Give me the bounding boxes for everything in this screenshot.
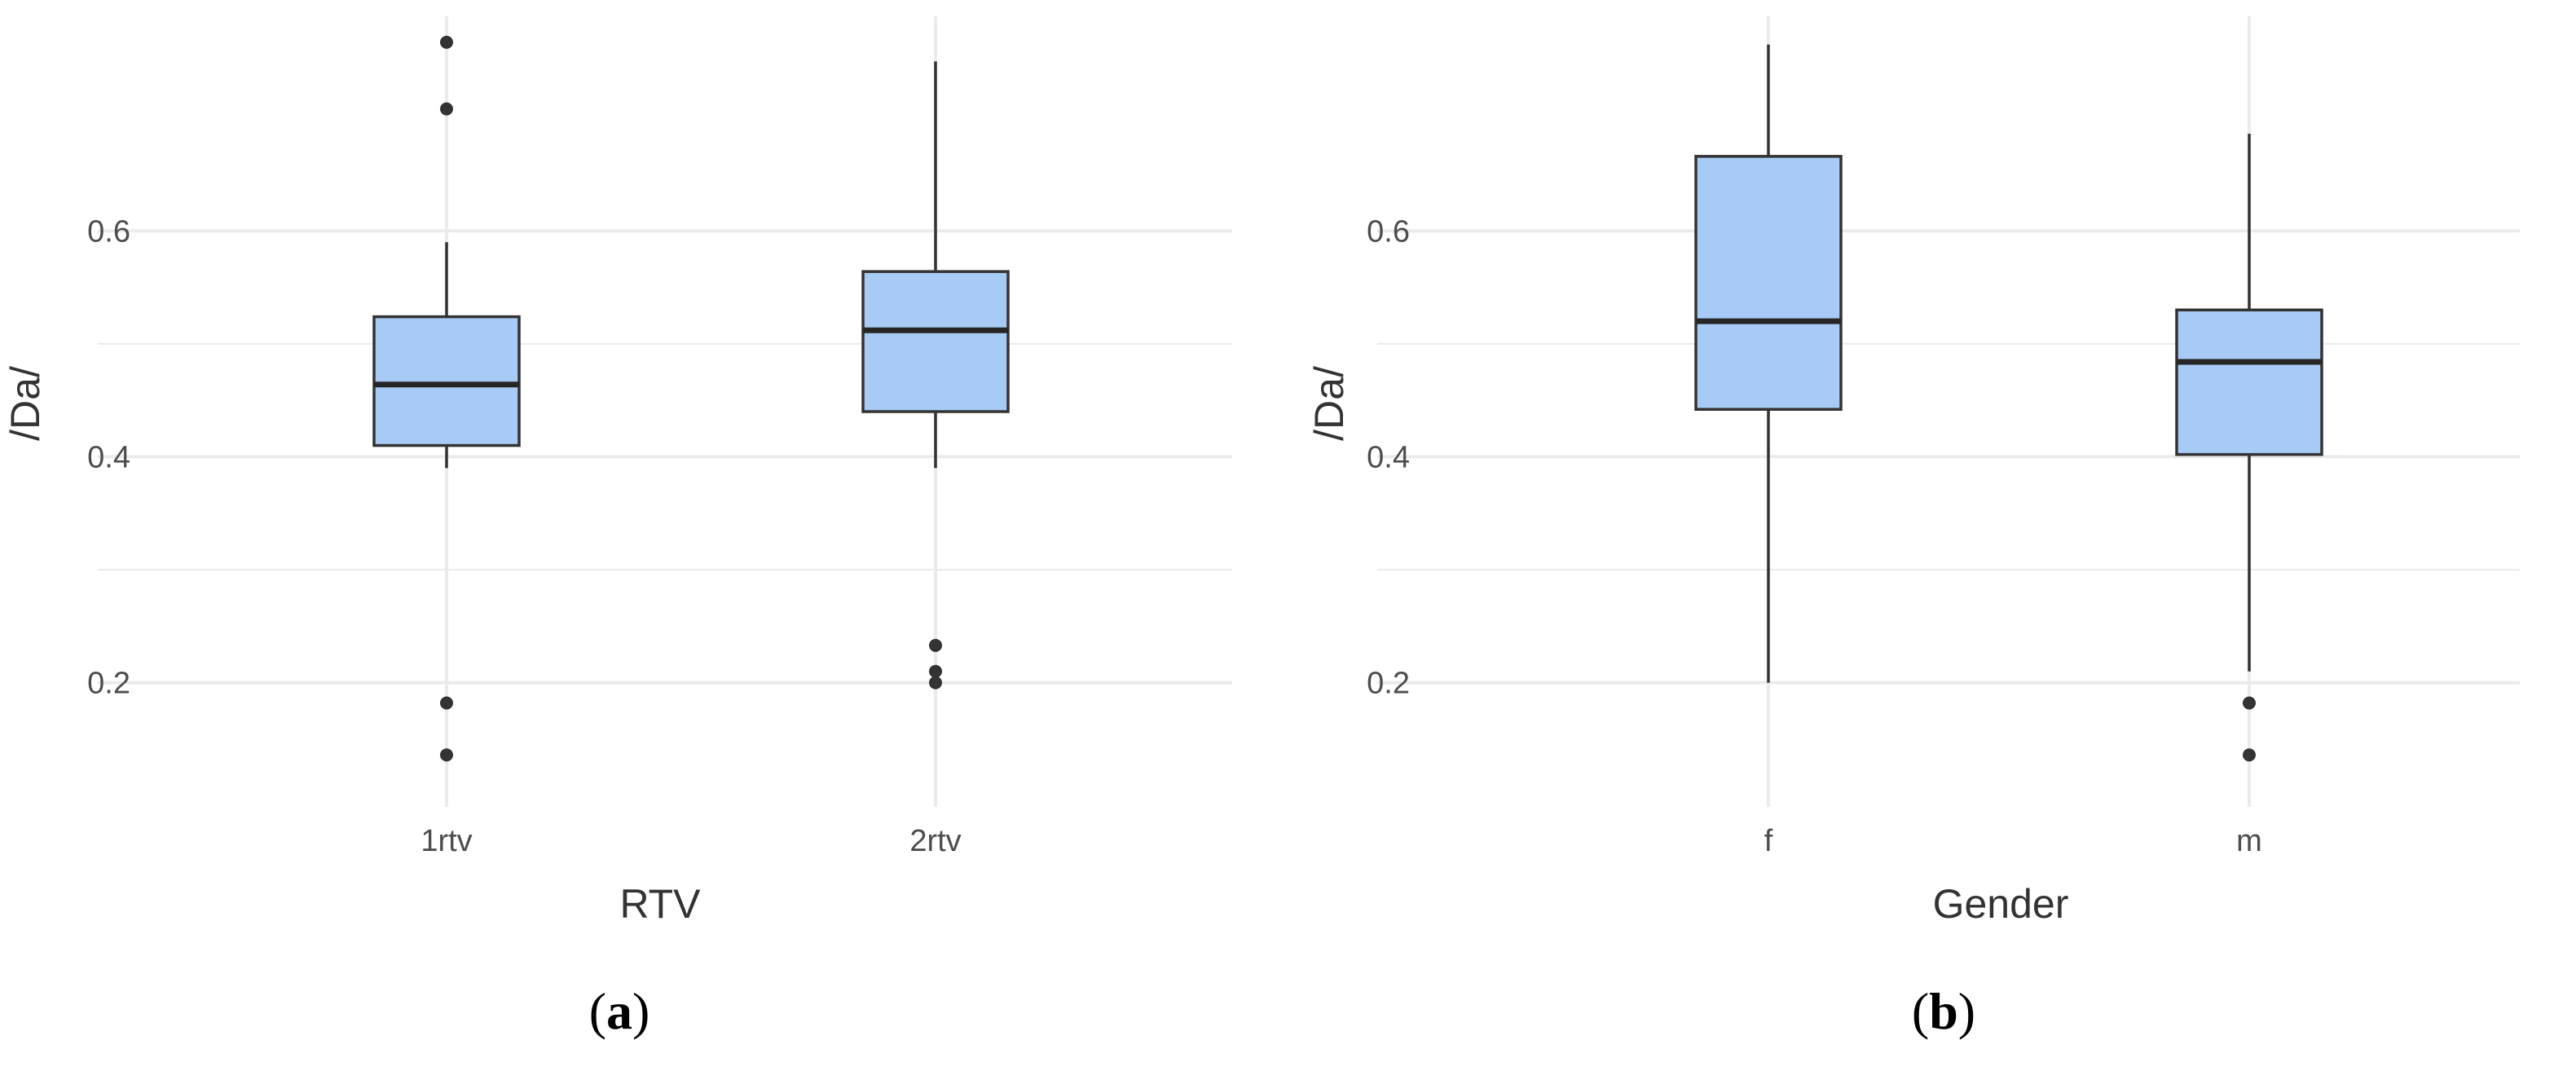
x-tick-label: 1rtv [421,824,472,858]
x-tick-label: f [1764,824,1773,858]
outlier-point [440,748,453,762]
y-axis-title: /Da/ [2,366,48,441]
outlier-point [929,638,942,652]
iqr-box [372,315,521,447]
panel-caption: (b) [1912,982,1975,1040]
panel-b: 0.2 0.4 0.6 f m Gender/Da/ (b) [1306,16,2520,1040]
box-2rtv [861,61,1010,690]
y-tick-label: 0.6 [87,214,130,249]
y-axis-title: /Da/ [1306,366,1352,441]
outlier-point [2243,748,2256,762]
y-tick-label: 0.6 [1367,214,1410,249]
iqr-box [861,270,1010,413]
y-tick-label: 0.2 [87,667,130,701]
x-axis-title: Gender [1933,881,2069,927]
box-1rtv [372,35,521,762]
x-tick-label: m [2236,824,2262,858]
outlier-point [440,102,453,116]
outlier-point [440,35,453,49]
outlier-point [440,696,453,710]
outlier-point [2243,696,2256,710]
y-tick-label: 0.4 [87,440,130,474]
outlier-point [929,664,942,678]
outlier-point [929,676,942,690]
panel-a: 0.2 0.4 0.6 1rtv 2rtv RTV/Da/ (a) [2,16,1232,1040]
iqr-box [1694,155,1843,411]
panel-caption: (a) [589,982,650,1040]
box-m [2175,134,2323,762]
box-f [1694,44,1843,683]
x-tick-label: 2rtv [909,824,961,858]
x-axis-title: RTV [619,881,701,927]
y-tick-label: 0.2 [1367,667,1410,701]
y-tick-label: 0.4 [1367,440,1410,474]
iqr-box [2175,308,2323,456]
